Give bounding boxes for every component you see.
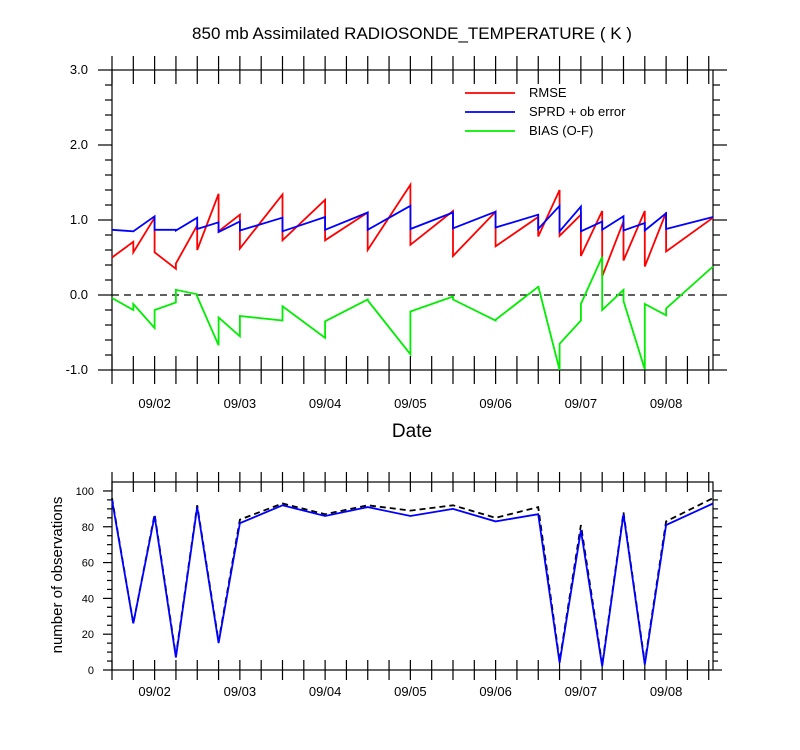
x-tick-label: 09/06	[479, 684, 512, 699]
series-line-assimilated-observations	[111, 499, 714, 667]
y-ticks	[98, 69, 727, 371]
x-tick-label: 09/06	[479, 396, 512, 411]
x-tick-label: 09/05	[394, 684, 427, 699]
legend-label: RMSE	[529, 85, 567, 100]
bottom-chart-panel: 09/02 09/03 09/04 09/05 09/06 09/07 09/08 0 20 40…	[76, 472, 722, 699]
legend-label: BIAS (O-F)	[529, 123, 593, 138]
y-axis-label-observations: number of observations	[49, 497, 66, 654]
x-axis-label: Date	[392, 421, 432, 442]
legend-label: SPRD + ob error	[529, 104, 626, 119]
chart-title: 850 mb Assimilated RADIOSONDE_TEMPERATUR…	[192, 24, 632, 43]
x-tick-label: 09/07	[565, 396, 598, 411]
x-tick-label: 09/05	[394, 396, 427, 411]
x-tick-label: 09/03	[224, 684, 257, 699]
plot-frame	[111, 481, 714, 671]
x-tick-label: 09/04	[309, 396, 342, 411]
y-tick-label: 100	[76, 486, 94, 498]
y-tick-label: 60	[82, 558, 94, 570]
x-ticks	[111, 472, 710, 680]
y-tick-label: 3.0	[70, 62, 88, 77]
x-tick-label: 09/07	[565, 684, 598, 699]
y-tick-label: 0	[88, 665, 94, 677]
legend: RMSE SPRD + ob error BIAS (O-F)	[465, 85, 626, 138]
y-ticks	[103, 490, 722, 671]
top-chart-panel: 09/02 09/03 09/04 09/05 09/06 09/07 09/08 -1.0 0…	[66, 56, 727, 411]
x-tick-label: 09/03	[224, 396, 257, 411]
x-ticks	[111, 56, 710, 384]
y-tick-label: -1.0	[66, 362, 88, 377]
x-tick-label: 09/08	[650, 684, 683, 699]
x-tick-label: 09/04	[309, 684, 342, 699]
y-tick-label: 1.0	[70, 212, 88, 227]
y-tick-label: 20	[82, 629, 94, 641]
x-tick-label: 09/08	[650, 396, 683, 411]
x-tick-label: 09/02	[138, 396, 171, 411]
series-line-bias-o-f	[111, 256, 714, 371]
y-tick-label: 0.0	[70, 287, 88, 302]
series-line-sprd-ob-error	[111, 203, 714, 234]
y-tick-label: 40	[82, 593, 94, 605]
y-tick-label: 80	[82, 522, 94, 534]
y-tick-label: 2.0	[70, 137, 88, 152]
x-tick-label: 09/02	[138, 684, 171, 699]
